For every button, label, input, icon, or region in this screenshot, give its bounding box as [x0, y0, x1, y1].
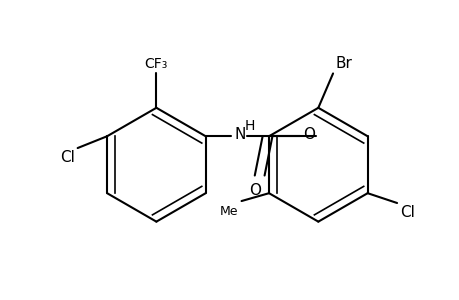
- Text: CF₃: CF₃: [145, 56, 168, 70]
- Text: Cl: Cl: [60, 150, 74, 165]
- Text: N: N: [234, 127, 245, 142]
- Text: Cl: Cl: [399, 205, 414, 220]
- Text: Br: Br: [334, 56, 351, 70]
- Text: O: O: [248, 183, 260, 198]
- Text: Me: Me: [219, 205, 238, 218]
- Text: H: H: [244, 119, 255, 134]
- Text: O: O: [302, 127, 314, 142]
